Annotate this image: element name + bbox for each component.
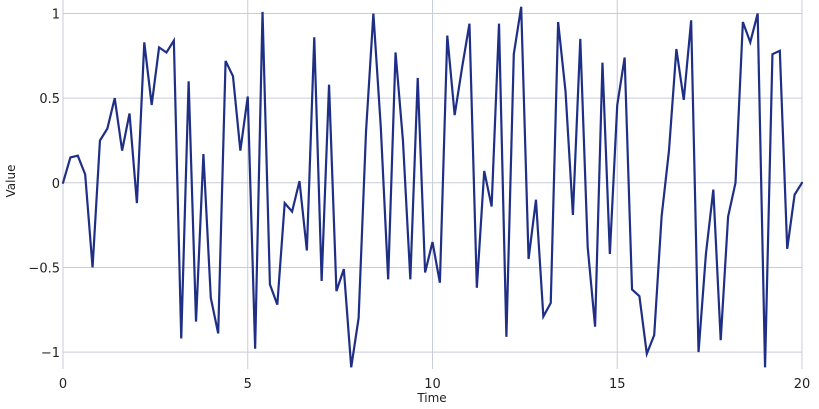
x-tick-label: 0 [59, 377, 67, 392]
series-line [61, 6, 804, 368]
x-axis-ticks: 0 5 10 15 20 [59, 377, 810, 392]
x-tick-label: 20 [794, 377, 811, 392]
y-axis-ticks: −1 −0.5 0 0.5 1 [28, 8, 60, 362]
x-axis-label: Time [416, 391, 446, 405]
x-tick-label: 5 [244, 377, 252, 392]
y-axis-label: Value [4, 165, 18, 198]
plot-area [61, 6, 804, 368]
x-tick-label: 10 [424, 377, 441, 392]
y-tick-label: 0.5 [39, 92, 60, 107]
x-tick-label: 15 [609, 377, 626, 392]
y-tick-label: −0.5 [28, 261, 60, 276]
y-tick-label: 0 [52, 177, 60, 192]
y-tick-label: −1 [41, 346, 60, 361]
y-tick-label: 1 [52, 8, 60, 23]
